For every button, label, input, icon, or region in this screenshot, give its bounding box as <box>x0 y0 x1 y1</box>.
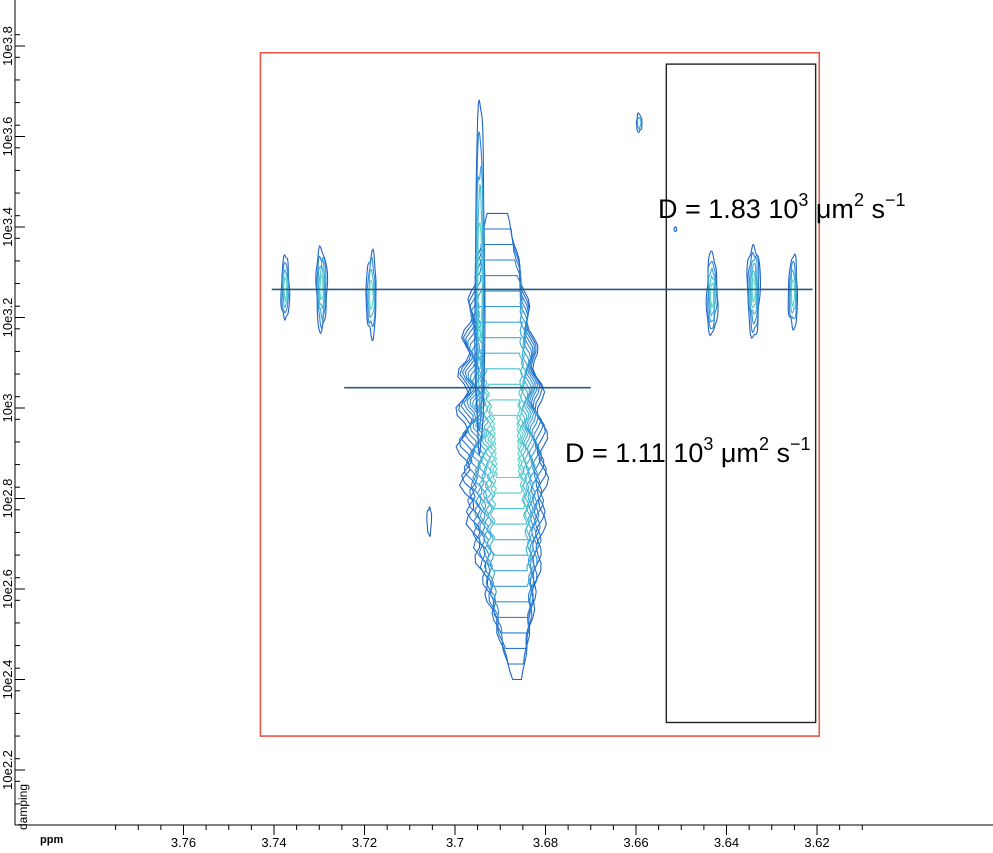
contour-line <box>485 383 526 510</box>
contour-line <box>458 228 547 665</box>
contour-line <box>317 258 326 321</box>
outer-region-box <box>259 51 821 737</box>
contour-layer <box>280 99 799 681</box>
contour-line <box>366 257 376 328</box>
contour-line <box>477 221 483 341</box>
x-tick-label: 3.7 <box>446 835 464 850</box>
contour-line <box>283 277 288 303</box>
contour-line <box>637 116 642 131</box>
contour-line <box>673 226 678 232</box>
contour-line <box>466 275 541 618</box>
x-tick-label: 3.62 <box>804 835 829 850</box>
diffusion-label: D = 1.83 103 μm2 s−1 <box>658 190 906 224</box>
contour-line <box>788 260 798 320</box>
contour-line <box>705 250 719 337</box>
contour-line <box>709 282 715 309</box>
contour-line <box>475 165 484 413</box>
contour-line <box>319 274 324 301</box>
contour-line <box>488 399 523 494</box>
contour-line <box>482 368 528 525</box>
contour-line <box>635 112 643 133</box>
contour-line <box>748 256 759 325</box>
contour-line <box>469 290 538 603</box>
contour-line <box>787 253 799 331</box>
y-tick-label: 10e3.8 <box>0 26 15 66</box>
contour-line <box>368 279 374 310</box>
x-tick-label: 3.68 <box>533 835 558 850</box>
y-tick-label: 10e2.8 <box>0 479 15 519</box>
annotation-layer: D = 1.83 103 μm2 s−1 D = 1.11 103 μm2 s−1 <box>271 190 906 468</box>
diffusion-label: D = 1.11 103 μm2 s−1 <box>565 434 811 468</box>
contour-line <box>474 321 534 572</box>
contour-line <box>749 262 758 315</box>
contour-line <box>455 212 550 681</box>
region-boxes <box>259 51 821 737</box>
contour-line <box>471 306 536 587</box>
y-tick-label: 10e2.2 <box>0 750 15 790</box>
contour-line <box>789 269 797 314</box>
contour-line <box>708 274 716 317</box>
contour-line <box>318 264 325 310</box>
contour-line <box>747 251 760 334</box>
y-tick-label: 10e3 <box>0 394 15 423</box>
contour-line <box>750 269 757 308</box>
contour-line <box>751 278 756 304</box>
contour-line <box>491 414 521 479</box>
y-tick-label: 10e2.6 <box>0 569 15 609</box>
x-axis: 3.76 3.74 3.72 3.7 3.68 3.66 3.64 3.62 <box>15 824 993 850</box>
y-tick-label: 10e3.4 <box>0 207 15 247</box>
x-tick-label: 3.64 <box>714 835 739 850</box>
contour-line <box>460 243 545 649</box>
contour-line <box>282 269 289 309</box>
contour-line <box>463 259 543 634</box>
x-axis-label: ppm <box>40 834 63 846</box>
x-tick-label: 3.74 <box>261 835 286 850</box>
x-tick-label: 3.66 <box>623 835 648 850</box>
y-axis: 10e2.2 10e2.4 10e2.6 10e2.8 10e3 10e3.2 10e3.4… <box>0 0 25 825</box>
x-tick-label: 3.72 <box>352 835 377 850</box>
inner-region-box <box>665 63 817 724</box>
y-tick-label: 10e3.6 <box>0 117 15 157</box>
contour-line <box>367 268 375 319</box>
y-tick-label: 10e3.2 <box>0 298 15 338</box>
contour-line <box>474 99 486 457</box>
contour-line <box>707 260 718 330</box>
y-tick-label: 10e2.4 <box>0 660 15 700</box>
y-axis-label: damping <box>16 784 30 830</box>
contour-line <box>280 253 291 322</box>
x-tick-label: 3.76 <box>171 835 196 850</box>
contour-line <box>476 184 484 366</box>
contour-line <box>426 506 433 537</box>
contour-line <box>790 278 796 308</box>
contour-line <box>365 248 377 342</box>
